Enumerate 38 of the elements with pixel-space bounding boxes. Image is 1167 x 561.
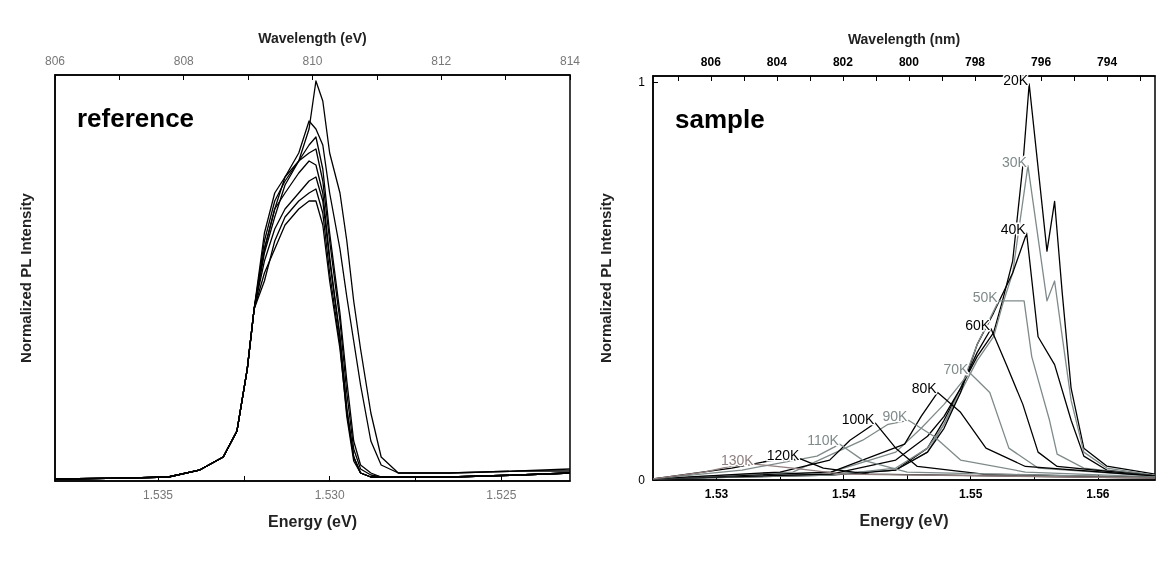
x-tick-label: 1.535	[142, 488, 174, 502]
x-axis-title: Energy (eV)	[859, 511, 949, 529]
x-tick-label: 1.56	[1086, 487, 1110, 501]
x2-tick-label: 812	[431, 54, 452, 68]
x2-tick-label: 794	[1097, 55, 1118, 69]
x-tick-label: 1.54	[831, 487, 856, 501]
x-tick-label: 1.55	[959, 487, 983, 501]
x2-tick-label: 808	[173, 54, 195, 68]
x-axis-title: Energy (eV)	[268, 512, 357, 530]
x-tick-label: 1.525	[486, 488, 517, 502]
series-label: 120K	[766, 446, 801, 463]
x2-tick-label: 804	[766, 55, 788, 69]
series-label: 110K	[807, 432, 840, 449]
series-label: 70K	[943, 360, 970, 377]
x-tick-label: 1.530	[314, 488, 345, 502]
x2-tick-label: 806	[700, 55, 722, 69]
y-axis-title: Normalized PL Intensity	[17, 192, 34, 363]
x2-tick-label: 810	[302, 54, 323, 68]
y-tick-label: 0	[638, 473, 646, 487]
x2-tick-label: 796	[1031, 55, 1052, 69]
y-tick-label: 1	[638, 74, 646, 89]
x2-axis-title: Wavelength (eV)	[258, 30, 367, 46]
y-axis-title: Normalized PL Intensity	[597, 192, 614, 363]
x2-tick-label: 814	[559, 54, 581, 68]
x2-axis-title: Wavelength (nm)	[847, 31, 961, 47]
series-label: 20K	[1003, 71, 1029, 88]
series-label: 100K	[841, 411, 876, 428]
x2-tick-label: 798	[964, 55, 986, 69]
series-label: 130K	[720, 452, 755, 469]
x2-tick-label: 802	[832, 55, 854, 69]
annotation: reference	[77, 103, 195, 133]
annotation: sample	[675, 104, 765, 134]
x-tick-label: 1.53	[704, 487, 729, 501]
series-label: 80K	[911, 380, 938, 397]
x2-tick-label: 806	[44, 54, 66, 68]
series-label: 50K	[972, 288, 999, 305]
series-label: 90K	[882, 408, 909, 425]
x2-tick-label: 800	[898, 55, 920, 69]
